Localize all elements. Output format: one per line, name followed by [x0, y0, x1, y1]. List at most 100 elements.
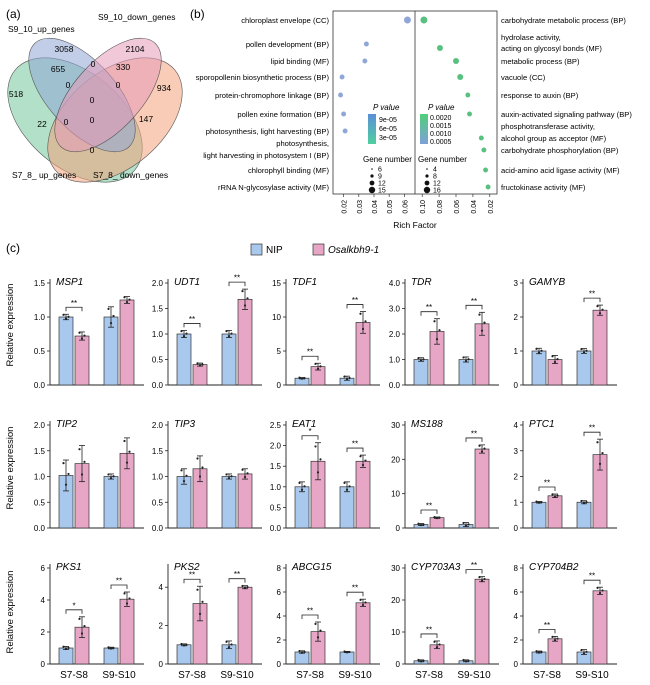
gene-legend-label: 15: [378, 188, 386, 195]
bar-mutant: [592, 309, 608, 386]
bar-nip: [531, 350, 547, 386]
y-tick-label: 1.0: [389, 356, 401, 365]
replicate-point: [467, 659, 470, 662]
replicate-point: [123, 439, 126, 443]
significance-label: **: [352, 584, 358, 593]
replicate-point: [182, 644, 186, 647]
replicate-point: [422, 358, 425, 361]
replicate-point: [128, 597, 131, 600]
replicate-point: [125, 602, 129, 605]
replicate-point: [225, 473, 228, 476]
y-tick-label: 4: [514, 612, 519, 621]
replicate-point: [198, 364, 202, 367]
bar-nip: [221, 333, 237, 386]
replicate-point: [364, 459, 367, 462]
replicate-point: [556, 494, 559, 497]
expression-chart: ABCG15 0 2 4 6 8 ** ** S7-S8 S9-S10: [277, 562, 380, 681]
venn-set-label-s9-up: S9_10_up_genes: [8, 24, 75, 34]
right-term-label: metabolic process (BP): [501, 57, 580, 66]
bubble-tick-label: 0.06: [402, 200, 409, 214]
replicate-point: [417, 522, 420, 525]
left-term-label: chloroplast envelope (CC): [241, 16, 329, 25]
replicate-point: [230, 643, 233, 646]
replicate-point: [433, 516, 436, 519]
y-tick-label: 0.5: [152, 356, 164, 365]
replicate-point: [227, 476, 231, 480]
ylabel-row-3: Relative expression: [5, 571, 16, 654]
left-term-dot: [341, 111, 347, 117]
replicate-point: [303, 377, 306, 380]
replicate-point: [478, 313, 481, 316]
y-tick-label: 10: [391, 628, 400, 637]
replicate-point: [246, 472, 249, 475]
right-term-label: carbohydrate metabolic process (BP): [501, 16, 626, 25]
right-term-dot: [481, 147, 487, 153]
replicate-point: [230, 475, 233, 478]
left-term-label: light harvesting in photosystem I (BP): [203, 151, 329, 160]
expression-chart: MSP1 0.0 0.5 1.0 1.5 **: [34, 277, 144, 390]
gene-legend-label: 8: [433, 174, 437, 181]
y-tick-label: 1.5: [152, 305, 164, 314]
replicate-point: [343, 481, 346, 484]
y-tick-label: 2: [514, 313, 519, 322]
y-tick-label: 0.5: [34, 347, 46, 356]
y-tick-label: 2: [514, 636, 519, 645]
y-tick-label: 1.5: [270, 462, 282, 471]
replicate-point: [123, 592, 126, 595]
pvalue-legend-tick: 9e-05: [379, 117, 397, 124]
replicate-point: [300, 377, 304, 380]
replicate-point: [182, 480, 186, 483]
replicate-point: [462, 658, 465, 662]
y-tick-label: 1.0: [270, 483, 282, 492]
bar-nip: [294, 486, 310, 529]
replicate-point: [540, 501, 543, 504]
replicate-point: [580, 499, 583, 503]
significance-label: *: [72, 601, 75, 610]
y-tick-label: 2: [159, 622, 164, 631]
replicate-point: [601, 451, 604, 455]
y-tick-label: 6: [277, 588, 282, 597]
enrichment-bubble-chart: chloroplast envelope (CC) pollen developm…: [196, 10, 632, 230]
y-tick-label: 2: [514, 473, 519, 482]
right-term-dot: [467, 111, 472, 117]
significance-bracket: [301, 614, 319, 619]
replicate-point: [316, 636, 320, 639]
gene-legend-label: 4: [433, 167, 437, 174]
replicate-point: [225, 330, 228, 333]
replicate-point: [246, 297, 249, 300]
significance-bracket: [346, 591, 364, 597]
replicate-point: [316, 471, 320, 474]
y-tick-label: 2.0: [152, 421, 164, 430]
significance-bracket: [583, 297, 601, 303]
replicate-point: [196, 457, 199, 460]
replicate-point: [243, 304, 247, 307]
y-tick-label: 0: [514, 524, 519, 533]
group-label: S9-S10: [457, 670, 491, 681]
y-tick-label: 3.0: [389, 305, 401, 314]
group-label: S9-S10: [220, 670, 254, 681]
legend-swatch-nip: [250, 243, 263, 256]
replicate-point: [198, 475, 202, 478]
expression-chart: TDR 0.0 1.0 2.0 3.0 4.0 ** **: [389, 277, 499, 390]
significance-bracket: [65, 609, 83, 614]
replicate-point: [364, 601, 367, 604]
y-tick-label: 2.5: [270, 421, 282, 430]
replicate-point: [467, 523, 470, 526]
replicate-point: [540, 349, 543, 352]
bubble-tick-label: 0.04: [471, 200, 478, 214]
right-term-dot: [478, 135, 484, 141]
replicate-point: [480, 329, 484, 332]
left-term-label: photosynthesis,: [276, 139, 329, 148]
group-label: S7-S8: [296, 670, 324, 681]
gene-name: TDF1: [292, 277, 317, 288]
pvalue-legend-tick: 0.0005: [430, 139, 452, 146]
y-tick-label: 0.5: [270, 503, 282, 512]
replicate-point: [227, 646, 231, 649]
gene-name: ABCG15: [291, 562, 332, 573]
y-tick-label: 0: [514, 660, 519, 669]
replicate-point: [109, 322, 113, 325]
bar-nip: [58, 647, 74, 665]
venn-diagram: S9_10_up_genes S9_10_down_genes S7_8_ up…: [7, 12, 183, 183]
